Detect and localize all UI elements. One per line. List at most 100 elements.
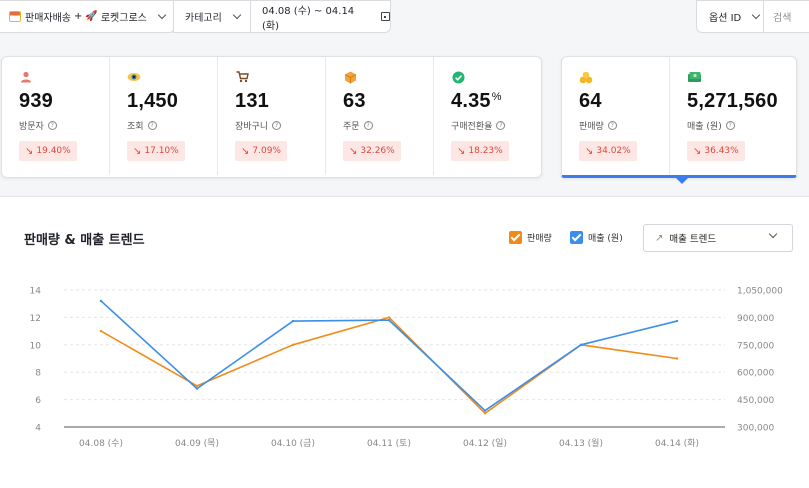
checkbox-checked-icon[interactable]	[570, 231, 583, 244]
trend-type-select[interactable]: ↗ 매출 트렌드	[643, 224, 793, 252]
sales-point	[483, 412, 487, 415]
info-icon[interactable]: ?	[725, 121, 735, 130]
sales-point	[291, 343, 295, 346]
check-circle-icon	[451, 71, 465, 85]
sales-point	[675, 357, 679, 360]
store-icon	[9, 11, 21, 22]
kpi-cart[interactable]: 131 장바구니? ↘ 7.09%	[217, 57, 325, 175]
calendar-icon	[381, 12, 390, 21]
trend-down-icon: ↘	[25, 145, 34, 157]
info-icon[interactable]: ?	[272, 121, 282, 130]
channel-label-rocket: 로켓그로스	[100, 13, 147, 24]
selected-card-pointer	[676, 178, 688, 184]
change-value: 18.23%	[468, 146, 503, 156]
change-badge: ↘ 34.02%	[579, 141, 637, 161]
kpi-value: 4.35%	[451, 90, 502, 113]
kpi-label: 조회?	[127, 119, 157, 132]
kpi-label: 주문?	[343, 119, 373, 132]
kpi-label: 매출 (원)?	[687, 119, 735, 132]
y-right-tick-label: 750,000	[737, 341, 774, 351]
change-badge: ↘ 7.09%	[235, 141, 287, 161]
line-chart: 4 300,000 6 450,000 8 600,000 10 750,000 12 900,0…	[30, 287, 784, 450]
sales-kpi-card[interactable]: 64 판매량? ↘ 34.02% 5,271,560 매출 (원)? ↘ 36.43…	[561, 56, 797, 178]
trend-chart-card: 판매량 & 매출 트렌드 판매량 매출 (원) ↗ 매출 트렌드 4 300,00…	[0, 196, 809, 488]
y-left-tick-label: 10	[30, 341, 42, 351]
kpi-label: 판매량?	[579, 119, 617, 132]
change-value: 34.02%	[596, 146, 631, 156]
y-right-tick-label: 600,000	[737, 369, 774, 379]
sales-point	[99, 329, 103, 333]
info-icon[interactable]: ?	[607, 121, 617, 130]
legend-revenue-toggle[interactable]: 매출 (원)	[570, 231, 623, 244]
checkbox-checked-icon[interactable]	[509, 231, 522, 244]
info-icon[interactable]: ?	[47, 121, 57, 130]
y-right-tick-label: 900,000	[737, 314, 774, 324]
y-left-tick-label: 14	[30, 287, 42, 297]
money-icon	[687, 71, 701, 85]
revenue-point	[579, 343, 583, 346]
coins-icon	[579, 71, 593, 85]
trend-up-icon: ↗	[655, 232, 664, 244]
change-value: 19.40%	[36, 146, 71, 156]
sales-point	[195, 384, 199, 388]
x-tick-label: 04.08 (수)	[79, 438, 123, 449]
kpi-value: 939	[19, 90, 53, 112]
sales-series-line	[100, 316, 678, 415]
change-badge: ↘ 17.10%	[127, 141, 185, 161]
kpi-orders[interactable]: 63 주문? ↘ 32.26%	[325, 57, 433, 175]
x-tick-label: 04.09 (목)	[175, 438, 219, 449]
kpi-views[interactable]: 1,450 조회? ↘ 17.10%	[109, 57, 217, 175]
x-tick-label: 04.12 (일)	[463, 438, 507, 449]
kpi-value: 131	[235, 90, 269, 112]
kpi-value: 64	[579, 90, 602, 112]
trend-down-icon: ↘	[693, 145, 702, 157]
legend-revenue-label: 매출 (원)	[588, 234, 623, 244]
sales-point	[387, 316, 391, 319]
revenue-point	[387, 318, 391, 322]
kpi-label-text: 주문	[343, 122, 360, 132]
channel-plus: +	[74, 11, 83, 22]
kpi-label: 구매전환율?	[451, 119, 506, 132]
kpi-label-text: 매출 (원)	[687, 122, 722, 132]
kpi-value: 1,450	[127, 90, 179, 112]
legend-sales-toggle[interactable]: 판매량	[509, 231, 552, 244]
y-right-tick-label: 1,050,000	[737, 287, 783, 297]
option-id-select[interactable]: 옵션 ID	[696, 0, 764, 33]
y-left-tick-label: 12	[30, 314, 41, 324]
category-select[interactable]: 카테고리	[173, 0, 251, 33]
kpi-label-text: 구매전환율	[451, 122, 493, 132]
revenue-point	[675, 319, 679, 323]
revenue-point	[99, 299, 103, 303]
kpi-label-text: 조회	[127, 122, 144, 132]
y-left-tick-label: 6	[35, 396, 41, 406]
chart-title: 판매량 & 매출 트렌드	[24, 233, 145, 248]
kpi-label: 장바구니?	[235, 119, 282, 132]
kpi-revenue[interactable]: 5,271,560 매출 (원)? ↘ 36.43%	[669, 57, 796, 175]
change-value: 36.43%	[704, 146, 739, 156]
revenue-point	[195, 387, 199, 390]
visitor-icon	[19, 71, 33, 85]
search-button[interactable]: 검색	[763, 0, 809, 33]
date-range-label: 04.08 (수) ~ 04.14 (화)	[262, 5, 355, 32]
kpi-label: 방문자?	[19, 119, 57, 132]
kpi-sales-volume[interactable]: 64 판매량? ↘ 34.02%	[562, 57, 669, 175]
change-badge: ↘ 19.40%	[19, 141, 77, 161]
kpi-conversion[interactable]: 4.35% 구매전환율? ↘ 18.23%	[433, 57, 541, 175]
info-icon[interactable]: ?	[363, 121, 373, 130]
kpi-visitors[interactable]: 939 방문자? ↘ 19.40%	[2, 57, 109, 175]
change-badge: ↘ 32.26%	[343, 141, 401, 161]
revenue-point	[291, 319, 295, 323]
traffic-kpi-card: 939 방문자? ↘ 19.40% 1,450 조회? ↘ 17.10% 131 장…	[1, 56, 542, 178]
kpi-value: 63	[343, 90, 366, 112]
chevron-down-icon	[157, 10, 167, 19]
x-tick-label: 04.10 (금)	[271, 438, 315, 449]
channel-select[interactable]: 판매자배송 + 🚀 로켓그로스	[0, 0, 174, 33]
change-badge: ↘ 18.23%	[451, 141, 509, 161]
info-icon[interactable]: ?	[496, 121, 506, 130]
info-icon[interactable]: ?	[147, 121, 157, 130]
date-range-picker[interactable]: 04.08 (수) ~ 04.14 (화)	[250, 0, 391, 33]
trend-select-label: 매출 트렌드	[669, 234, 717, 245]
x-tick-label: 04.13 (월)	[559, 437, 603, 449]
kpi-label-text: 장바구니	[235, 122, 269, 132]
trend-down-icon: ↘	[241, 145, 250, 157]
